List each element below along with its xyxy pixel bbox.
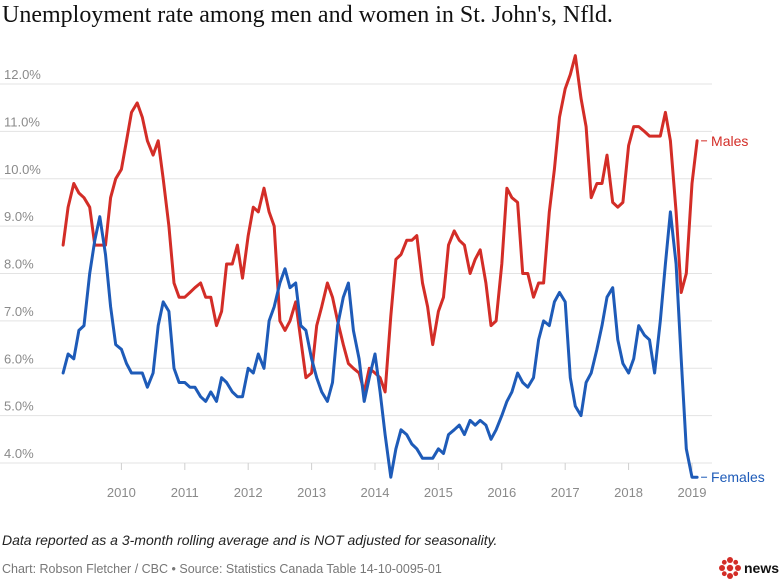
x-tick-label: 2019: [678, 485, 707, 500]
series-lines: [61, 54, 699, 479]
y-axis-ticks: 4.0% 5.0% 6.0% 7.0% 8.0% 9.0% 10.0% 11.0% 12.0%: [4, 67, 41, 461]
y-tick-label: 5.0%: [4, 399, 34, 414]
y-tick-label: 6.0%: [4, 351, 34, 366]
x-tick-label: 2015: [424, 485, 453, 500]
y-tick-label: 12.0%: [4, 67, 41, 82]
series-labels: Males Females: [701, 133, 765, 485]
x-tick-label: 2017: [551, 485, 580, 500]
series-line-males: [61, 54, 699, 394]
x-tick-label: 2010: [107, 485, 136, 500]
x-tick-label: 2012: [234, 485, 263, 500]
x-axis-ticks: 2010 2011 2012 2013 2014 2015 2016 2017 2018 2019: [107, 463, 707, 500]
y-tick-label: 10.0%: [4, 162, 41, 177]
chart-credit: Chart: Robson Fletcher / CBC • Source: S…: [2, 562, 442, 576]
line-chart: 4.0%5.0%6.0%7.0%8.0%9.0%10.0%11.0%12.0% …: [0, 54, 765, 500]
series-label-females: Females: [711, 469, 765, 485]
y-tick-label: 8.0%: [4, 257, 34, 272]
x-tick-label: 2018: [614, 485, 643, 500]
x-tick-label: 2014: [361, 485, 390, 500]
chart-note: Data reported as a 3-month rolling avera…: [2, 532, 498, 548]
x-tick-label: 2016: [487, 485, 516, 500]
chart-title: Unemployment rate among men and women in…: [2, 2, 613, 28]
cbc-news-logo: news: [718, 554, 780, 582]
y-tick-label: 4.0%: [4, 446, 34, 461]
y-tick-label: 7.0%: [4, 304, 34, 319]
x-tick-label: 2011: [171, 485, 199, 500]
series-label-males: Males: [711, 133, 748, 149]
news-wordmark: news: [744, 560, 780, 576]
y-tick-label: 11.0%: [4, 114, 40, 129]
y-tick-label: 9.0%: [4, 209, 34, 224]
x-tick-label: 2013: [297, 485, 326, 500]
series-line-females: [61, 210, 699, 479]
cbc-gem-icon: [719, 557, 741, 579]
gridlines: [0, 83, 712, 464]
